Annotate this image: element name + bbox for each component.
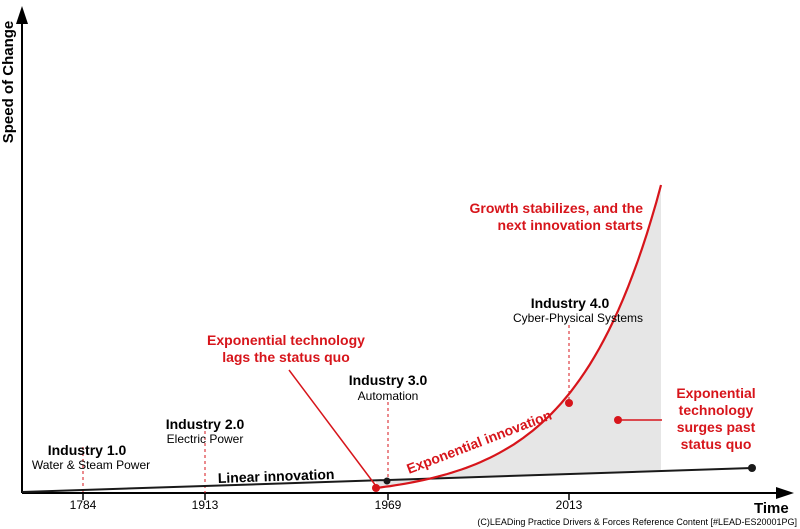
- era-2-subtitle: Electric Power: [167, 432, 244, 446]
- era-1-subtitle: Water & Steam Power: [32, 458, 150, 472]
- surges-annotation: Exponential technology surges past statu…: [676, 385, 755, 452]
- x-tick-label-1913: 1913: [192, 498, 219, 512]
- x-axis-title: Time: [754, 500, 789, 517]
- lags-pointer-line: [288, 369, 377, 487]
- era-3-name: Industry 3.0: [349, 372, 428, 388]
- era-2-name: Industry 2.0: [166, 416, 245, 432]
- era-4-name: Industry 4.0: [531, 295, 610, 311]
- stabilizes-annotation-line-2: next innovation starts: [498, 217, 644, 233]
- era-3-subtitle: Automation: [358, 389, 419, 403]
- source-credit: (C)LEADing Practice Drivers & Forces Ref…: [477, 517, 797, 527]
- surges-annotation-line-1: Exponential: [676, 385, 755, 401]
- y-axis-title: Speed of Change: [0, 21, 17, 144]
- era-industry-2: Industry 2.0 Electric Power: [166, 416, 245, 446]
- lags-annotation: Exponential technology lags the status q…: [207, 332, 365, 365]
- stabilizes-annotation: Growth stabilizes, and the next innovati…: [470, 200, 644, 233]
- surges-annotation-line-4: status quo: [681, 436, 752, 452]
- linear-innovation-label: Linear innovation: [218, 466, 335, 486]
- x-tick-label-1969: 1969: [375, 498, 402, 512]
- lags-annotation-line-1: Exponential technology: [207, 332, 365, 348]
- surges-annotation-line-3: surges past: [677, 419, 756, 435]
- lags-annotation-line-2: lags the status quo: [222, 349, 350, 365]
- linear-innovation-end-point: [748, 464, 756, 472]
- x-tick-label-2013: 2013: [556, 498, 583, 512]
- x-axis-ticks: [82, 493, 570, 500]
- x-tick-labels: 1784 1913 1969 2013: [70, 498, 583, 512]
- exponential-innovation-curve: [375, 184, 663, 490]
- exponential-gap-shading: [376, 185, 661, 488]
- era-guide-lines: [82, 325, 570, 493]
- exponential-start-point: [372, 484, 380, 492]
- era-4-subtitle: Cyber-Physical Systems: [513, 311, 643, 325]
- era-industry-1: Industry 1.0 Water & Steam Power: [32, 442, 150, 472]
- era-industry-3: Industry 3.0 Automation: [349, 372, 428, 403]
- exponential-2013-point: [565, 399, 573, 407]
- x-axis-arrowhead: [776, 487, 794, 499]
- surges-annotation-line-2: technology: [679, 402, 754, 418]
- linear-1969-point: [383, 477, 391, 485]
- era-1-name: Industry 1.0: [48, 442, 127, 458]
- x-tick-label-1784: 1784: [70, 498, 97, 512]
- y-axis-arrowhead: [16, 6, 28, 24]
- era-industry-4: Industry 4.0 Cyber-Physical Systems: [513, 295, 643, 325]
- stabilizes-annotation-line-1: Growth stabilizes, and the: [470, 200, 644, 216]
